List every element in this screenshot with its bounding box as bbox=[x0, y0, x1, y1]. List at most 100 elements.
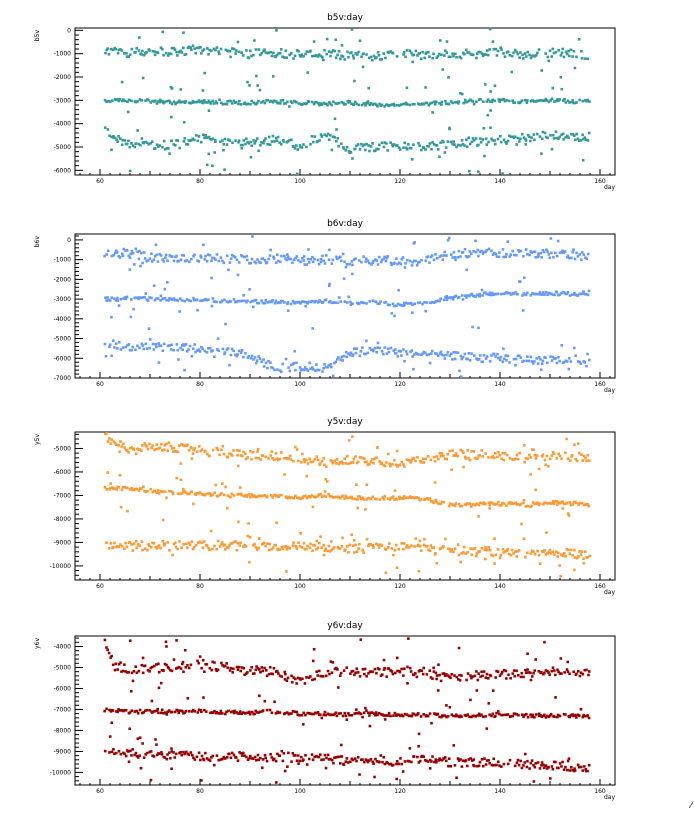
data-point bbox=[340, 460, 344, 463]
data-point bbox=[558, 454, 562, 457]
data-point bbox=[325, 134, 328, 138]
data-point bbox=[578, 360, 581, 364]
data-point bbox=[382, 257, 386, 261]
data-point bbox=[474, 239, 477, 243]
data-point bbox=[488, 503, 491, 507]
data-point bbox=[254, 758, 258, 762]
data-point bbox=[172, 100, 176, 104]
data-point bbox=[565, 501, 569, 505]
data-point bbox=[353, 757, 357, 760]
data-point bbox=[311, 460, 315, 463]
data-point bbox=[157, 361, 161, 364]
data-point bbox=[340, 54, 343, 58]
data-point bbox=[487, 140, 490, 144]
data-point bbox=[208, 253, 212, 257]
data-point bbox=[481, 764, 485, 768]
data-point bbox=[201, 546, 205, 550]
data-point bbox=[418, 539, 422, 543]
data-point bbox=[558, 98, 562, 101]
data-point bbox=[389, 714, 392, 718]
data-point bbox=[354, 257, 357, 260]
data-point bbox=[452, 350, 456, 354]
data-point bbox=[499, 140, 503, 144]
data-point bbox=[383, 141, 387, 144]
chart-title: y6v:day bbox=[327, 621, 363, 631]
data-point bbox=[432, 100, 436, 104]
data-point bbox=[115, 138, 118, 142]
data-point bbox=[110, 254, 114, 258]
data-point bbox=[178, 146, 181, 150]
data-point bbox=[229, 300, 232, 303]
data-point bbox=[484, 291, 487, 294]
data-point bbox=[481, 674, 484, 678]
data-point bbox=[238, 449, 241, 453]
data-point bbox=[167, 441, 171, 444]
data-point bbox=[509, 715, 512, 718]
data-point bbox=[179, 462, 183, 465]
data-point bbox=[134, 247, 138, 251]
data-point bbox=[265, 99, 268, 102]
data-point bbox=[236, 541, 240, 545]
data-point bbox=[220, 299, 224, 302]
data-point bbox=[376, 667, 380, 670]
data-point bbox=[468, 294, 471, 298]
data-point bbox=[471, 294, 475, 298]
data-point bbox=[437, 663, 440, 667]
data-point bbox=[111, 709, 115, 712]
data-point bbox=[547, 464, 550, 468]
data-point bbox=[125, 449, 129, 452]
data-point bbox=[530, 251, 533, 254]
data-point bbox=[490, 553, 493, 557]
data-point bbox=[204, 710, 208, 713]
data-point bbox=[500, 457, 503, 460]
data-point bbox=[382, 714, 385, 717]
data-point bbox=[559, 657, 563, 660]
data-point bbox=[192, 100, 196, 104]
data-point bbox=[425, 301, 429, 304]
data-point bbox=[464, 100, 468, 104]
data-point bbox=[161, 490, 164, 494]
data-point bbox=[514, 501, 517, 505]
data-point bbox=[182, 750, 185, 754]
data-point bbox=[487, 702, 491, 705]
data-point bbox=[117, 662, 121, 666]
data-point bbox=[357, 50, 360, 54]
data-point bbox=[528, 767, 531, 770]
data-point bbox=[218, 712, 222, 715]
data-point bbox=[488, 48, 492, 51]
data-point bbox=[271, 366, 275, 370]
data-point bbox=[477, 326, 480, 330]
data-point bbox=[114, 98, 118, 102]
data-point bbox=[156, 707, 159, 711]
data-point bbox=[558, 714, 562, 718]
data-point bbox=[488, 100, 492, 103]
data-point bbox=[576, 763, 580, 767]
data-point bbox=[255, 137, 259, 140]
data-point bbox=[584, 456, 587, 460]
data-point bbox=[278, 141, 282, 145]
data-point bbox=[172, 259, 176, 263]
data-point bbox=[216, 494, 220, 498]
data-point bbox=[235, 300, 238, 304]
data-point bbox=[242, 355, 245, 359]
data-point bbox=[488, 27, 492, 31]
data-point bbox=[417, 496, 420, 500]
data-point bbox=[580, 251, 584, 254]
data-point bbox=[463, 455, 467, 459]
data-point bbox=[316, 674, 320, 677]
data-point bbox=[108, 488, 111, 491]
data-point bbox=[335, 458, 339, 461]
data-point bbox=[225, 546, 229, 549]
data-point bbox=[334, 711, 338, 715]
data-point bbox=[139, 296, 143, 300]
data-point bbox=[397, 349, 401, 353]
data-point bbox=[404, 55, 407, 59]
data-point bbox=[221, 259, 224, 263]
data-point bbox=[528, 453, 531, 457]
data-point bbox=[385, 142, 388, 145]
data-point bbox=[445, 40, 449, 43]
data-point bbox=[544, 290, 548, 294]
data-point bbox=[380, 673, 384, 676]
data-point bbox=[485, 292, 489, 296]
data-point bbox=[138, 448, 142, 451]
